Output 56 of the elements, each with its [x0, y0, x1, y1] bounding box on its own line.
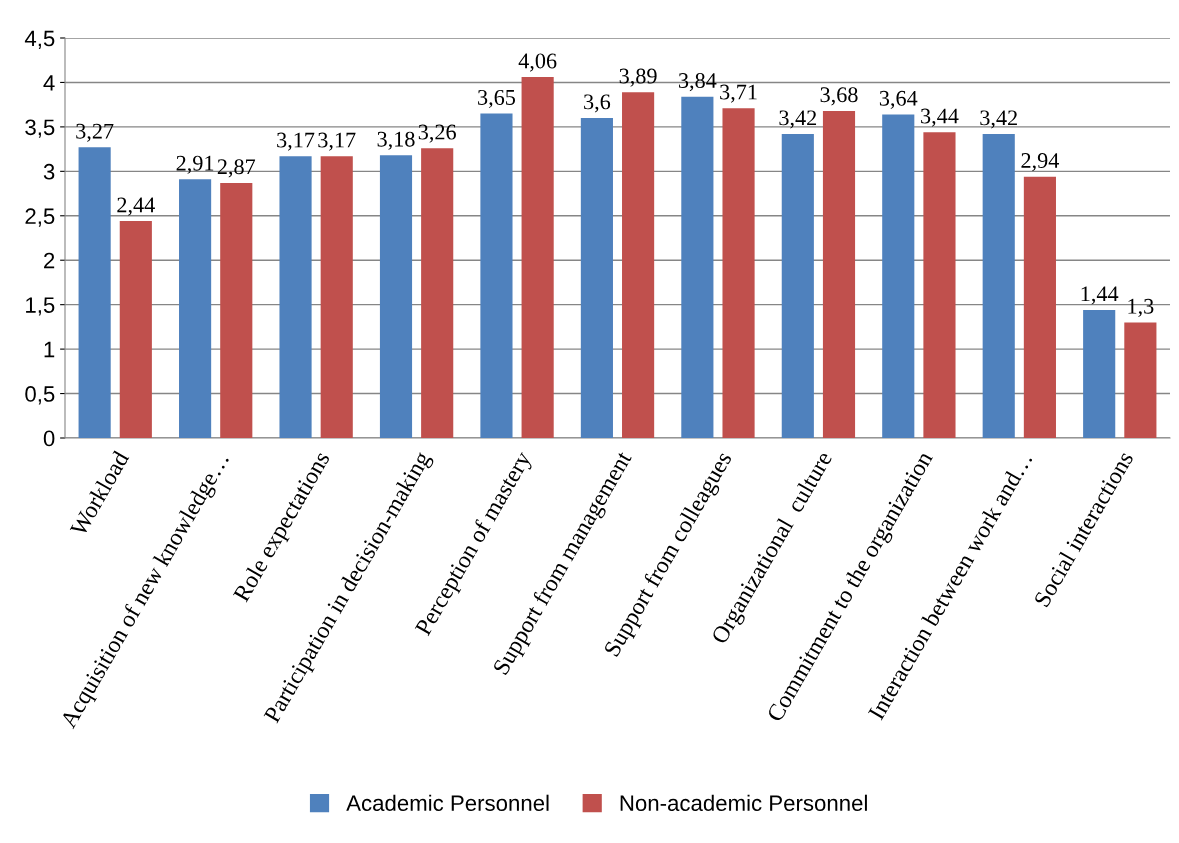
bar [119, 221, 152, 438]
bar [320, 156, 353, 438]
data-label: 3,71 [720, 84, 757, 103]
bar [580, 118, 613, 438]
data-label: 3,65 [478, 89, 516, 109]
data-label: 2,94 [1021, 153, 1060, 172]
bar [220, 182, 253, 438]
bar [379, 155, 413, 438]
data-label: 3,42 [980, 110, 1017, 129]
legend-label: Non-academic Personnel [620, 794, 867, 812]
data-label: 1,44 [1081, 286, 1119, 305]
data-label: 3,64 [879, 90, 918, 109]
bar [480, 113, 513, 438]
bar [781, 134, 814, 438]
y-tick-label: 3 [43, 163, 55, 180]
y-tick-label: 1 [44, 341, 55, 358]
bar [822, 110, 856, 438]
bar [722, 108, 755, 438]
y-tick-label: 4,5 [24, 30, 55, 49]
bar [982, 134, 1015, 438]
data-label: 3,18 [377, 131, 415, 150]
bar [681, 96, 714, 438]
data-label: 3,68 [820, 87, 858, 106]
data-label: 2,87 [217, 159, 256, 178]
bar [1023, 176, 1056, 438]
data-label: 3,17 [277, 132, 315, 151]
legend-label: Academic Personnel [346, 794, 549, 812]
bar [1083, 310, 1116, 438]
bar [622, 92, 655, 438]
data-label: 1,3 [1128, 298, 1154, 317]
bar [882, 114, 915, 438]
data-label: 2,44 [117, 197, 155, 216]
bar [521, 77, 554, 438]
y-tick-label: 0,5 [25, 386, 55, 405]
bar [923, 132, 956, 438]
data-label: 3,42 [779, 110, 817, 129]
data-label: 3,17 [318, 132, 356, 151]
y-tick-label: 3,5 [25, 119, 55, 138]
y-tick-label: 0 [43, 430, 55, 447]
data-label: 3,89 [619, 68, 657, 87]
bar [78, 147, 111, 438]
data-label: 3,27 [76, 123, 114, 142]
bar [179, 179, 212, 438]
bar [1124, 322, 1157, 438]
y-tick-label: 4 [43, 75, 55, 91]
bar [279, 156, 312, 438]
y-tick-label: 1,5 [26, 297, 55, 316]
data-label: 3,84 [678, 72, 717, 92]
y-tick-label: 2,5 [25, 208, 55, 227]
bar [421, 148, 454, 438]
data-label: 4,06 [518, 53, 557, 72]
data-label: 3,26 [418, 124, 456, 143]
data-label: 2,91 [176, 155, 214, 174]
data-label: 3,6 [584, 94, 611, 113]
y-tick-label: 2 [44, 252, 55, 269]
data-label: 3,44 [921, 108, 959, 127]
